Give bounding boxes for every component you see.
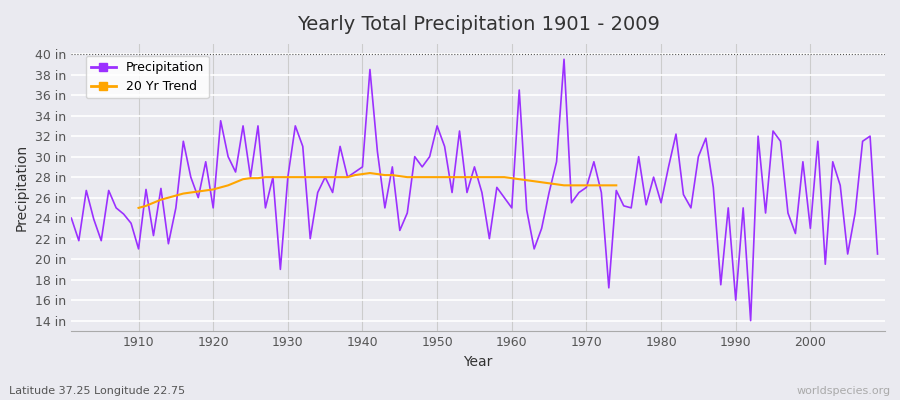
Legend: Precipitation, 20 Yr Trend: Precipitation, 20 Yr Trend <box>86 56 209 98</box>
Title: Yearly Total Precipitation 1901 - 2009: Yearly Total Precipitation 1901 - 2009 <box>297 15 660 34</box>
Text: Latitude 37.25 Longitude 22.75: Latitude 37.25 Longitude 22.75 <box>9 386 185 396</box>
Text: worldspecies.org: worldspecies.org <box>796 386 891 396</box>
X-axis label: Year: Year <box>464 355 493 369</box>
Y-axis label: Precipitation: Precipitation <box>15 144 29 231</box>
